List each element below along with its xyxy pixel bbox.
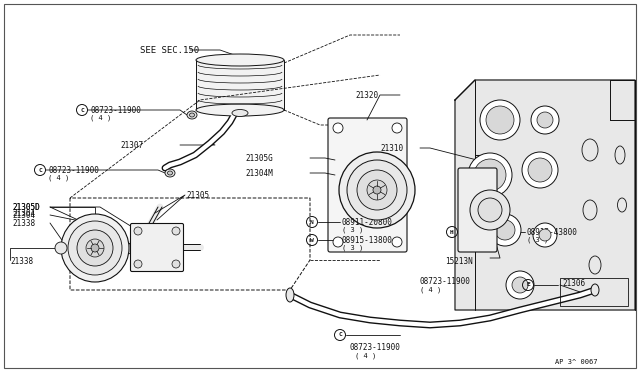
Ellipse shape — [168, 171, 173, 175]
Text: 21305: 21305 — [186, 190, 209, 199]
Text: 08723-11900: 08723-11900 — [90, 106, 141, 115]
Ellipse shape — [286, 288, 294, 302]
Ellipse shape — [582, 139, 598, 161]
Text: ( 4 ): ( 4 ) — [420, 287, 441, 293]
Circle shape — [61, 214, 129, 282]
Circle shape — [468, 153, 512, 197]
Ellipse shape — [165, 169, 175, 177]
Circle shape — [480, 100, 520, 140]
Circle shape — [533, 223, 557, 247]
Text: ( 3 ): ( 3 ) — [342, 227, 364, 233]
Circle shape — [392, 123, 402, 133]
Circle shape — [55, 242, 67, 254]
Bar — [560, 278, 628, 306]
Polygon shape — [455, 80, 635, 310]
Text: 21304M: 21304M — [245, 169, 273, 177]
Circle shape — [77, 230, 113, 266]
Text: 21305G: 21305G — [245, 154, 273, 163]
Circle shape — [537, 112, 553, 128]
Circle shape — [172, 227, 180, 235]
Text: E: E — [526, 282, 530, 288]
Bar — [196, 60, 284, 110]
Text: H: H — [450, 230, 454, 234]
Text: N: N — [310, 219, 314, 224]
Circle shape — [333, 123, 343, 133]
Circle shape — [367, 180, 387, 200]
Circle shape — [495, 220, 515, 240]
Text: 21338: 21338 — [10, 257, 33, 266]
FancyBboxPatch shape — [328, 118, 407, 252]
Text: W: W — [310, 237, 314, 243]
Ellipse shape — [618, 198, 627, 212]
Text: SEE SEC.150: SEE SEC.150 — [140, 45, 199, 55]
Circle shape — [478, 198, 502, 222]
Circle shape — [531, 106, 559, 134]
Circle shape — [347, 160, 407, 220]
Text: 15213N: 15213N — [445, 257, 473, 266]
Text: 08723-11900: 08723-11900 — [48, 166, 99, 174]
Text: 21307: 21307 — [120, 141, 143, 150]
Text: ( 4 ): ( 4 ) — [48, 175, 69, 181]
Text: 08911-20800: 08911-20800 — [342, 218, 393, 227]
Text: 08723-11900: 08723-11900 — [350, 343, 401, 353]
Circle shape — [86, 239, 104, 257]
Text: C: C — [338, 333, 342, 337]
Text: 21304: 21304 — [12, 208, 35, 218]
Text: ( 4 ): ( 4 ) — [90, 115, 111, 121]
Ellipse shape — [196, 54, 284, 66]
Circle shape — [68, 221, 122, 275]
Ellipse shape — [187, 111, 197, 119]
Text: 21306: 21306 — [562, 279, 585, 289]
Text: C: C — [80, 108, 84, 112]
Text: 21310: 21310 — [380, 144, 403, 153]
Circle shape — [357, 170, 397, 210]
Circle shape — [486, 106, 514, 134]
Circle shape — [506, 271, 534, 299]
Circle shape — [134, 227, 142, 235]
Ellipse shape — [196, 104, 284, 116]
Text: AP 3^ 0067: AP 3^ 0067 — [555, 359, 598, 365]
Circle shape — [489, 214, 521, 246]
Circle shape — [339, 152, 415, 228]
Circle shape — [539, 229, 551, 241]
Text: 08723-11900: 08723-11900 — [420, 278, 471, 286]
Circle shape — [392, 237, 402, 247]
Circle shape — [373, 186, 381, 194]
Text: 21338: 21338 — [12, 218, 35, 228]
Ellipse shape — [589, 256, 601, 274]
Text: 21305D: 21305D — [12, 202, 40, 212]
FancyBboxPatch shape — [458, 168, 497, 252]
Ellipse shape — [615, 146, 625, 164]
Ellipse shape — [583, 200, 597, 220]
Circle shape — [470, 190, 510, 230]
Circle shape — [528, 158, 552, 182]
Text: 08915-13800: 08915-13800 — [342, 235, 393, 244]
Ellipse shape — [189, 113, 195, 117]
Ellipse shape — [232, 109, 248, 116]
Text: 08915-43800: 08915-43800 — [527, 228, 578, 237]
Circle shape — [522, 152, 558, 188]
Text: 21320: 21320 — [355, 90, 378, 99]
Circle shape — [512, 277, 528, 293]
Circle shape — [474, 159, 506, 191]
Text: ( 3 ): ( 3 ) — [527, 237, 548, 243]
Text: 21304: 21304 — [12, 211, 35, 219]
Circle shape — [134, 260, 142, 268]
Ellipse shape — [591, 284, 599, 296]
Text: C: C — [38, 167, 42, 173]
Text: 21305D: 21305D — [12, 202, 40, 212]
Text: ( 3 ): ( 3 ) — [342, 245, 364, 251]
Text: ( 4 ): ( 4 ) — [355, 353, 376, 359]
Circle shape — [333, 237, 343, 247]
Circle shape — [172, 260, 180, 268]
Circle shape — [91, 244, 99, 252]
FancyBboxPatch shape — [131, 224, 184, 272]
